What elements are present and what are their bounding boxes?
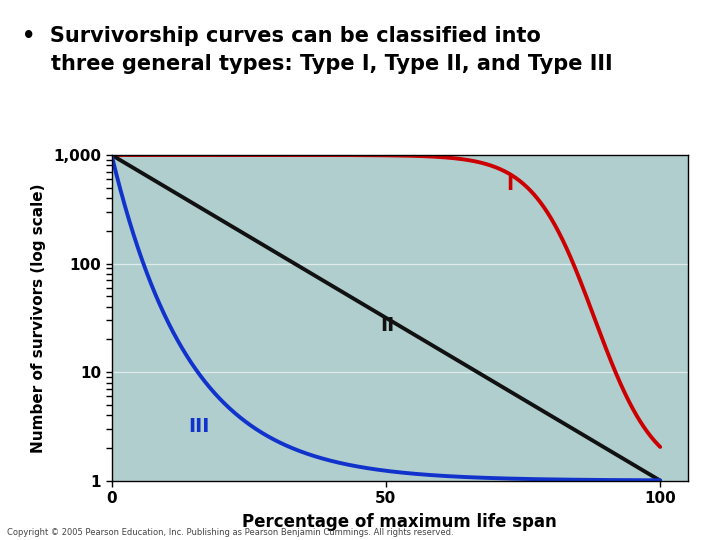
Text: •  Survivorship curves can be classified into
    three general types: Type I, T: • Survivorship curves can be classified … — [22, 26, 612, 73]
Text: III: III — [189, 417, 210, 436]
Text: I: I — [507, 174, 513, 193]
Text: Copyright © 2005 Pearson Education, Inc. Publishing as Pearson Benjamin Cummings: Copyright © 2005 Pearson Education, Inc.… — [7, 528, 454, 537]
X-axis label: Percentage of maximum life span: Percentage of maximum life span — [242, 513, 557, 531]
Y-axis label: Number of survivors (log scale): Number of survivors (log scale) — [31, 183, 46, 453]
Text: II: II — [380, 316, 395, 335]
